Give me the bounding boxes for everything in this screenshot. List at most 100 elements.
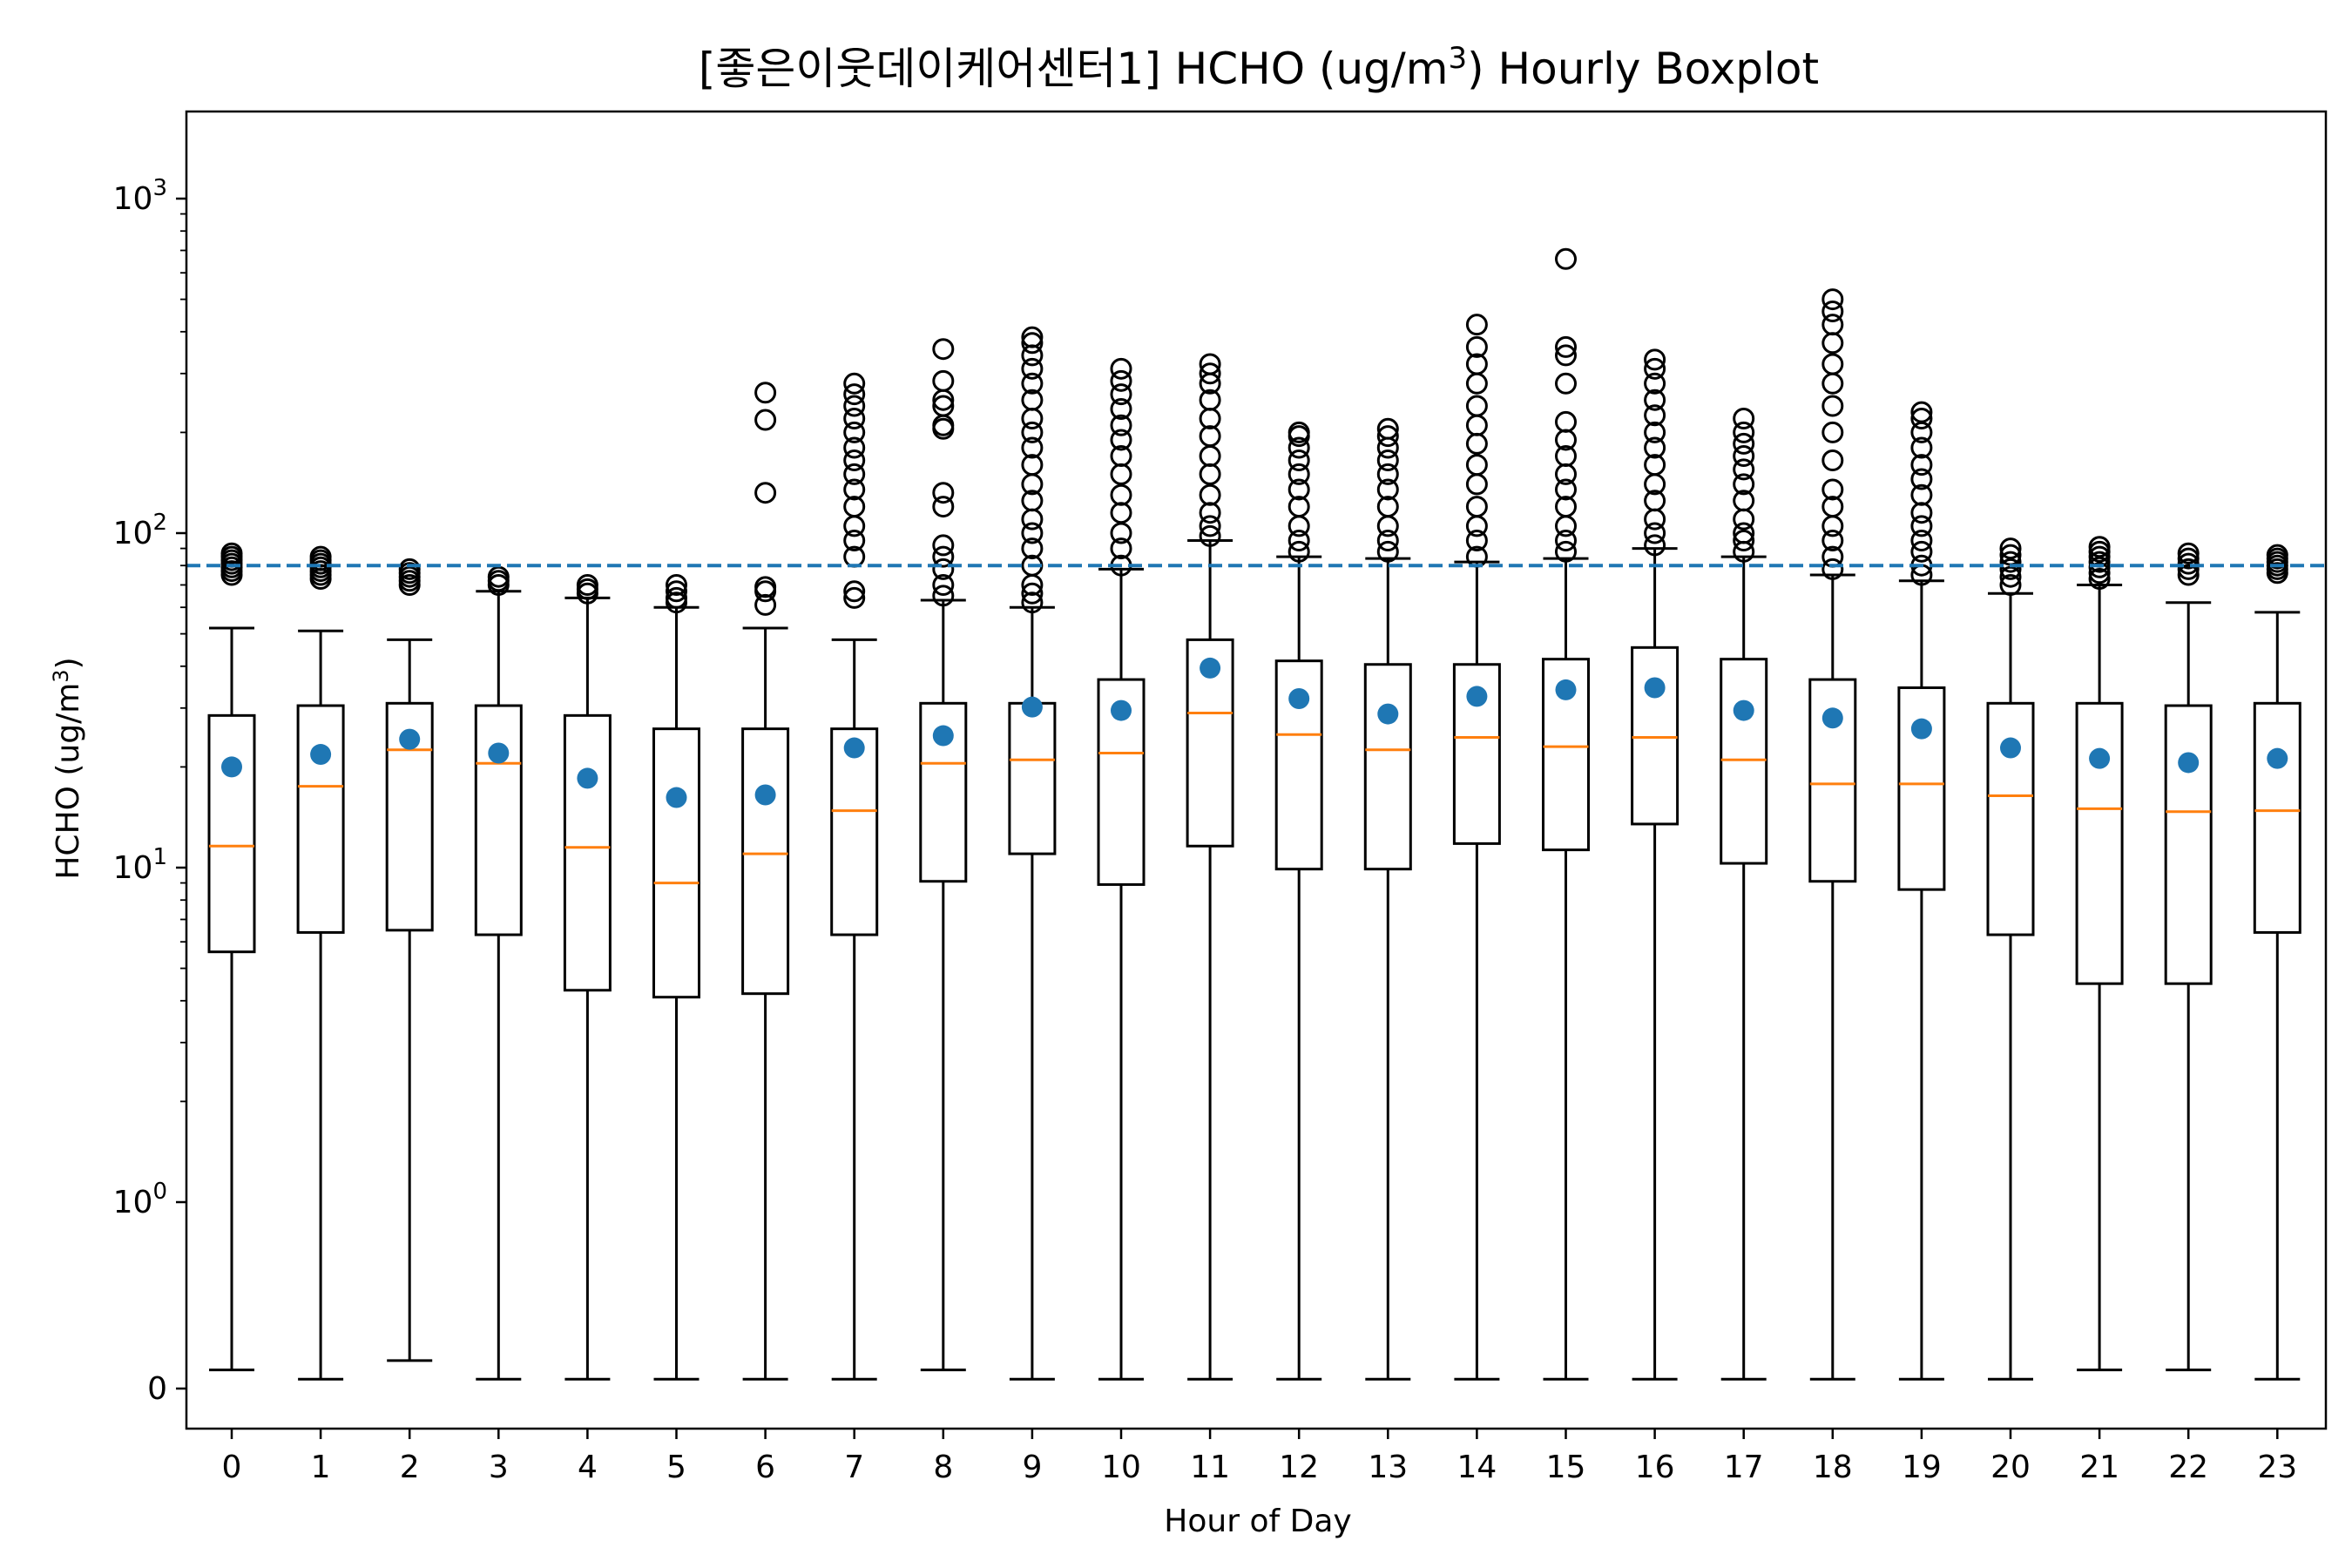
- x-tick-label: 12: [1279, 1450, 1319, 1485]
- outlier-point: [1465, 473, 1488, 496]
- outlier-point: [754, 409, 777, 431]
- outlier-point: [1110, 369, 1132, 392]
- outlier-point: [1288, 449, 1310, 471]
- outlier-point: [1910, 401, 1933, 423]
- outlier-point: [1821, 372, 1844, 395]
- outlier-point: [1644, 490, 1666, 512]
- outlier-point: [1021, 389, 1044, 411]
- outlier-point: [1821, 314, 1844, 336]
- outlier-point: [1288, 421, 1310, 443]
- outlier-point: [1910, 436, 1933, 459]
- outlier-point: [1376, 540, 1399, 563]
- outlier-point: [1288, 540, 1310, 563]
- mean-marker: [2000, 737, 2021, 759]
- outlier-point: [2177, 558, 2200, 580]
- box-hour-1: [296, 545, 345, 1381]
- outlier-point: [1110, 357, 1132, 380]
- outlier-point: [1021, 357, 1044, 380]
- outlier-point: [1733, 508, 1755, 531]
- outlier-point: [1910, 502, 1933, 524]
- iqr-box: [474, 704, 523, 936]
- outlier-point: [666, 573, 687, 596]
- outlier-point: [843, 436, 866, 459]
- outlier-point: [1376, 530, 1399, 552]
- outlier-point: [843, 515, 866, 537]
- mean-marker: [1644, 677, 1666, 699]
- iqr-box: [919, 701, 968, 883]
- x-tick-label: 21: [2079, 1450, 2119, 1485]
- mean-marker: [2267, 747, 2288, 769]
- outlier-point: [576, 578, 598, 600]
- outlier-point: [1465, 335, 1488, 358]
- outlier-point: [1376, 463, 1399, 485]
- mean-marker: [577, 767, 598, 789]
- x-tick-label: 17: [1724, 1450, 1764, 1485]
- outlier-point: [843, 395, 866, 417]
- outlier-point: [1644, 436, 1666, 459]
- x-tick-label: 5: [666, 1450, 686, 1485]
- outlier-point: [1733, 432, 1755, 455]
- outlier-point: [1021, 454, 1044, 476]
- outlier-point: [1376, 496, 1399, 518]
- outlier-point: [1999, 537, 2022, 560]
- outlier-point: [1555, 478, 1577, 501]
- outlier-point: [843, 372, 866, 395]
- x-tick-label: 16: [1635, 1450, 1675, 1485]
- outlier-point: [1021, 326, 1044, 348]
- outlier-point: [1555, 247, 1577, 270]
- x-tick-label: 22: [2168, 1450, 2208, 1485]
- mean-marker: [1377, 703, 1399, 725]
- outlier-point: [1910, 540, 1933, 563]
- mean-marker: [310, 744, 332, 766]
- outlier-point: [1821, 515, 1844, 537]
- y-axis: 0 100 101 102 103: [113, 175, 186, 1407]
- x-tick-label: 11: [1190, 1450, 1230, 1485]
- x-axis: 0 1 2 3 4 5 6 7 8 9 10 11 12 13 14 15 16 17 18 19 20 21 22 23: [222, 1429, 2297, 1485]
- outlier-point: [1821, 449, 1844, 471]
- x-axis-label: Hour of Day: [1164, 1504, 1351, 1539]
- iqr-box: [1720, 658, 1768, 865]
- y-axis-label: HCHO (ug/m3): [49, 657, 86, 879]
- outlier-point: [1555, 372, 1577, 395]
- outlier-point: [932, 496, 955, 518]
- outlier-point: [1199, 515, 1221, 537]
- y-tick-label: 103: [113, 175, 167, 217]
- outlier-point: [1199, 389, 1221, 411]
- mean-marker: [221, 756, 242, 778]
- iqr-box: [207, 713, 256, 954]
- outlier-point: [1110, 398, 1132, 421]
- outlier-point: [487, 565, 510, 588]
- outlier-point: [1999, 558, 2022, 580]
- outlier-point: [932, 369, 955, 392]
- outlier-point: [932, 585, 955, 607]
- iqr-box: [2253, 701, 2301, 934]
- iqr-box: [1631, 645, 1680, 826]
- x-tick-label: 7: [844, 1450, 864, 1485]
- outlier-point: [1465, 515, 1488, 537]
- outlier-point: [1021, 372, 1044, 395]
- outlier-point: [1199, 463, 1221, 485]
- mean-marker: [1021, 696, 1043, 718]
- outlier-point: [1821, 395, 1844, 417]
- mean-marker: [1910, 718, 1932, 740]
- outlier-point: [1644, 372, 1666, 395]
- x-tick-label: 23: [2257, 1450, 2297, 1485]
- outlier-point: [1821, 558, 1844, 580]
- outlier-point: [2177, 564, 2200, 586]
- outlier-point: [1910, 530, 1933, 552]
- iqr-box: [1363, 663, 1412, 871]
- outlier-point: [1733, 421, 1755, 443]
- outlier-point: [843, 580, 866, 603]
- outlier-point: [1465, 432, 1488, 455]
- outlier-point: [1110, 502, 1132, 524]
- outlier-point: [1465, 530, 1488, 552]
- iqr-box: [1274, 659, 1323, 871]
- iqr-box: [385, 701, 434, 932]
- plot-area: [185, 110, 2328, 1430]
- box-hour-6: [741, 382, 790, 1381]
- outlier-point: [2088, 562, 2111, 585]
- box-hour-3: [474, 565, 523, 1381]
- x-tick-label: 6: [755, 1450, 775, 1485]
- x-tick-label: 13: [1368, 1450, 1408, 1485]
